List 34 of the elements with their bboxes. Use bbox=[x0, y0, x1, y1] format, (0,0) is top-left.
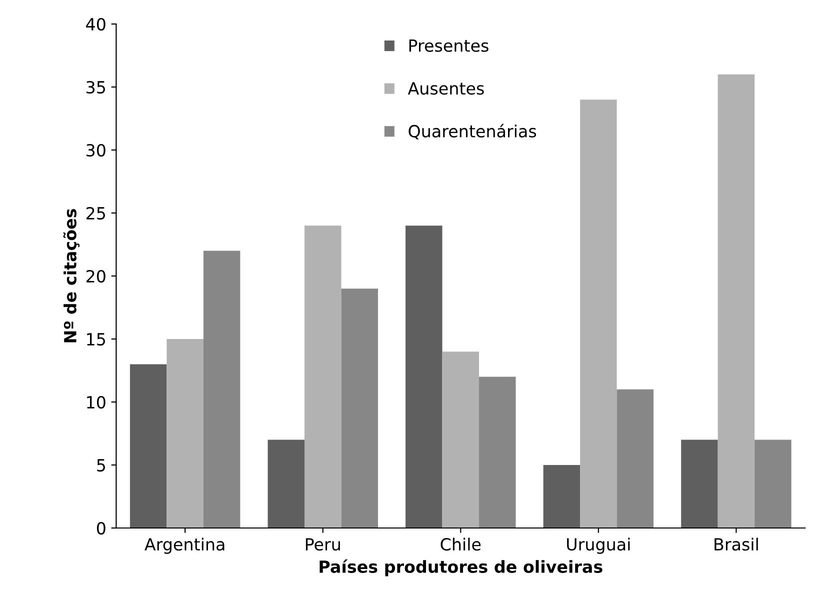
bar bbox=[718, 74, 755, 528]
x-axis-title: Países produtores de oliveiras bbox=[320, 559, 602, 576]
legend-label: Ausentes bbox=[408, 82, 484, 95]
y-tick-label: 15 bbox=[87, 333, 106, 346]
bar bbox=[341, 288, 378, 528]
bar bbox=[580, 100, 617, 528]
bar bbox=[268, 440, 304, 528]
y-tick-label: 40 bbox=[86, 18, 106, 31]
bar bbox=[479, 376, 516, 528]
x-tick-label: Uruguai bbox=[567, 538, 630, 554]
legend-label: Quarentenárias bbox=[408, 124, 536, 140]
y-tick-label: 0 bbox=[96, 522, 106, 535]
y-axis-title: Nº de citações bbox=[63, 209, 80, 342]
bar bbox=[681, 440, 718, 528]
bar bbox=[442, 352, 480, 528]
bar bbox=[616, 389, 654, 528]
y-tick-label: 30 bbox=[86, 144, 106, 157]
bar bbox=[130, 364, 167, 528]
x-tick-label: Chile bbox=[440, 538, 481, 551]
x-tick-label: Peru bbox=[306, 538, 340, 551]
legend-label: Presentes bbox=[409, 40, 488, 52]
y-tick-label: 35 bbox=[86, 80, 106, 94]
x-tick-label: Argentina bbox=[144, 538, 224, 554]
y-tick-label: 5 bbox=[97, 459, 106, 472]
bar bbox=[166, 339, 204, 528]
y-tick-label: 25 bbox=[86, 206, 106, 220]
bar bbox=[754, 440, 792, 528]
bar bbox=[406, 226, 442, 528]
bar bbox=[203, 250, 240, 528]
bar bbox=[304, 226, 342, 528]
y-tick-label: 20 bbox=[86, 270, 106, 283]
bar bbox=[543, 465, 580, 528]
x-tick-label: Brasil bbox=[714, 538, 758, 551]
y-tick-label: 10 bbox=[87, 396, 106, 409]
